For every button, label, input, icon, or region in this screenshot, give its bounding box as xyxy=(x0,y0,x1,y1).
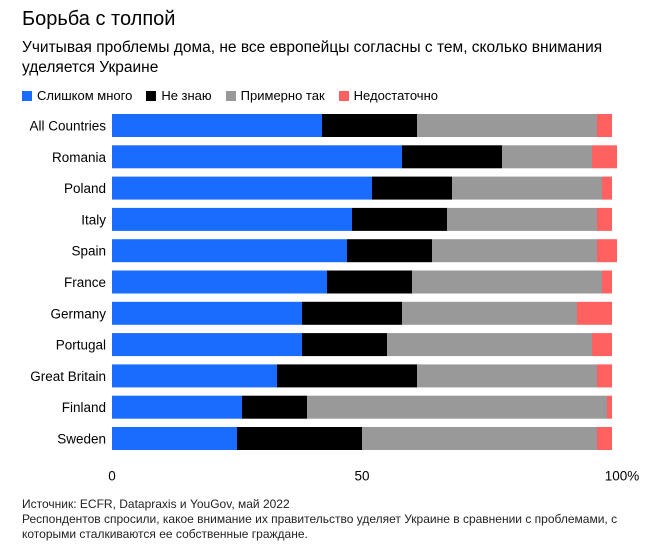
bar-segment xyxy=(597,114,612,137)
category-label: Portugal xyxy=(56,338,106,353)
category-label: Poland xyxy=(64,181,106,196)
source-note: Источник: ECFR, Datapraxis и YouGov, май… xyxy=(22,497,290,511)
category-label: France xyxy=(64,275,106,290)
chart-footer: Источник: ECFR, Datapraxis и YouGov, май… xyxy=(22,497,652,542)
bar-segment xyxy=(112,270,327,294)
category-label: Great Britain xyxy=(30,369,106,384)
bar-segment xyxy=(502,145,592,169)
bar-segment xyxy=(402,301,577,325)
category-label: Italy xyxy=(81,212,106,227)
legend-label: Недостаточно xyxy=(353,88,438,103)
legend-item: Примерно так xyxy=(225,88,325,103)
bar-segment xyxy=(112,114,322,137)
bar-segment xyxy=(597,427,612,450)
bar-segment xyxy=(112,176,372,200)
bar-segment xyxy=(277,364,417,388)
bar-segment xyxy=(237,427,362,450)
bar-segment xyxy=(302,333,387,357)
legend-label: Слишком много xyxy=(37,88,133,103)
bar-segment xyxy=(387,333,592,357)
legend-item: Слишком много xyxy=(22,88,132,103)
legend-swatch xyxy=(338,90,349,101)
legend-label: Не знаю xyxy=(161,88,212,103)
bar-segment xyxy=(307,395,607,419)
bar-segment xyxy=(597,239,617,263)
bar-segment xyxy=(402,145,502,169)
category-label: Sweden xyxy=(57,432,106,447)
bar-segment xyxy=(322,114,417,137)
legend-swatch xyxy=(22,90,32,101)
x-tick-label: 0 xyxy=(108,468,116,483)
bar-segment xyxy=(597,364,612,388)
bar-segment xyxy=(452,176,602,200)
category-label: Romania xyxy=(52,150,107,165)
chart-title: Борьба с толпой xyxy=(22,8,176,30)
bar-segment xyxy=(417,364,597,388)
chart-legend: Слишком много Не знаю Примерно так Недостат… xyxy=(22,88,438,103)
bar-segment xyxy=(112,333,302,357)
bar-segment xyxy=(597,207,612,231)
chart-subtitle: Учитывая проблемы дома, не все европейцы… xyxy=(22,39,603,76)
bar-segment xyxy=(112,145,402,169)
x-tick-label: 50 xyxy=(354,468,369,483)
bar-segment xyxy=(592,145,617,169)
bar-segment xyxy=(112,301,302,325)
category-label: Finland xyxy=(62,400,106,415)
category-label: All Countries xyxy=(29,119,106,134)
bar-segment xyxy=(242,395,307,419)
stacked-bar-chart: All Countries Romania Poland Italy Spain Fran… xyxy=(29,114,640,483)
bar-segment xyxy=(112,239,347,263)
bar-segment xyxy=(447,207,597,231)
bar-segment xyxy=(347,239,432,263)
bar-segment xyxy=(417,114,597,137)
bar-segment xyxy=(412,270,602,294)
bar-segment xyxy=(327,270,412,294)
bar-segment xyxy=(112,427,237,450)
bar-segment xyxy=(112,207,352,231)
legend-swatch xyxy=(225,90,236,101)
legend-swatch xyxy=(146,90,157,101)
bar-segment xyxy=(362,427,597,450)
bar-segment xyxy=(112,395,242,419)
category-label: Germany xyxy=(50,306,106,321)
bar-segment xyxy=(577,301,612,325)
bar-segment xyxy=(352,207,447,231)
bar-segment xyxy=(432,239,597,263)
legend-item: Недостаточно xyxy=(338,88,438,103)
bar-segment xyxy=(607,395,612,419)
bar-segment xyxy=(602,270,612,294)
x-tick-label: 100% xyxy=(605,468,640,483)
bar-segment xyxy=(302,301,402,325)
survey-note: Респондентов спросили, какое внимание их… xyxy=(22,512,618,541)
category-label: Spain xyxy=(71,244,106,259)
legend-item: Не знаю xyxy=(146,88,212,103)
bar-segment xyxy=(602,176,612,200)
bar-segment xyxy=(112,364,277,388)
bar-segment xyxy=(372,176,452,200)
bar-segment xyxy=(592,333,612,357)
legend-label: Примерно так xyxy=(240,88,325,103)
